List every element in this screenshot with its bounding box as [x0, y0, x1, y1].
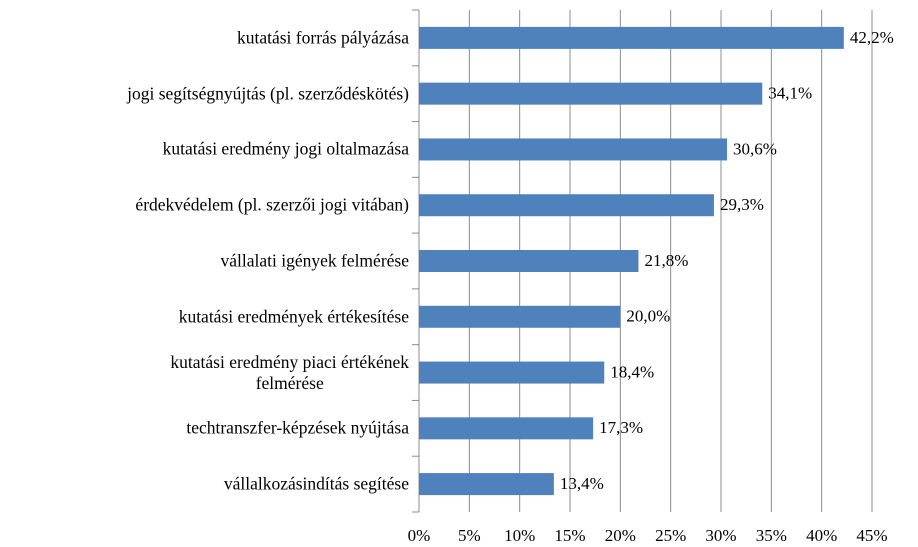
bar: [419, 305, 621, 328]
bar: [419, 138, 728, 161]
y-tick-label: techtranszfer-képzések nyújtása: [186, 417, 409, 438]
bar: [419, 82, 763, 105]
x-tick-label: 5%: [458, 526, 481, 545]
x-tick-label: 45%: [856, 526, 887, 545]
value-label: 30,6%: [733, 139, 777, 158]
value-label: 42,2%: [850, 28, 894, 47]
value-label: 34,1%: [768, 84, 812, 103]
bar: [419, 361, 605, 384]
x-tick-label: 15%: [554, 526, 585, 545]
value-label: 29,3%: [720, 195, 764, 214]
value-label: 21,8%: [644, 251, 688, 270]
y-tick-label: jogi segítségnyújtás (pl. szerződéskötés…: [127, 83, 409, 104]
x-tick-label: 0%: [408, 526, 431, 545]
bar: [419, 26, 844, 49]
bar: [419, 473, 554, 496]
bar: [419, 250, 639, 272]
x-tick-label: 20%: [605, 526, 636, 545]
y-tick-label: kutatási eredmények értékesítése: [178, 306, 409, 327]
bar: [419, 194, 714, 217]
x-tick-label: 25%: [655, 526, 686, 545]
x-tick-label: 35%: [756, 526, 787, 545]
y-tick-label: vállalkozásindítás segítése: [223, 473, 409, 494]
value-label: 13,4%: [560, 474, 604, 493]
y-tick-label: vállalati igények felmérése: [220, 250, 409, 271]
x-tick-label: 10%: [504, 526, 535, 545]
value-label: 18,4%: [610, 362, 654, 381]
value-label: 17,3%: [599, 418, 643, 437]
value-label: 20,0%: [626, 307, 670, 326]
y-tick-label: kutatási forrás pályázása: [236, 27, 409, 48]
x-tick-label: 30%: [705, 526, 736, 545]
x-tick-label: 40%: [806, 526, 837, 545]
y-tick-label: kutatási eredmény jogi oltalmazása: [162, 138, 409, 159]
y-tick-label: érdekvédelem (pl. szerzői jogi vitában): [135, 194, 409, 215]
y-tick-label: kutatási eredmény piaci értékének felmér…: [170, 351, 409, 393]
bar: [419, 417, 594, 440]
